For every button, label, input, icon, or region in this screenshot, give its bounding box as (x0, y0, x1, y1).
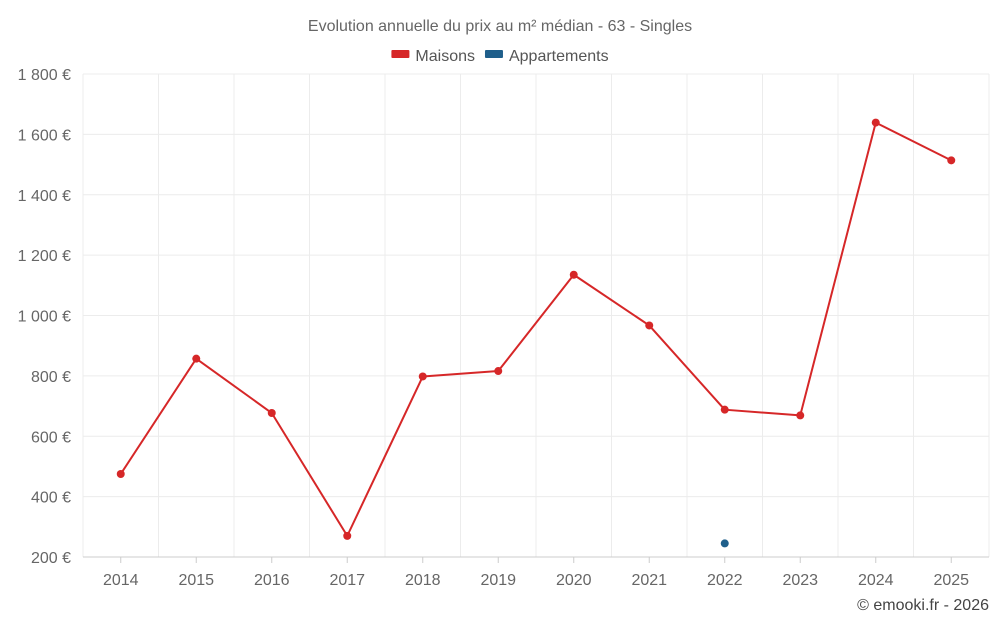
data-point[interactable] (267, 409, 276, 418)
x-tick-label: 2015 (178, 572, 214, 589)
x-tick-label: 2018 (405, 572, 441, 589)
data-point[interactable] (720, 405, 729, 414)
y-tick-label: 1 800 € (18, 67, 71, 84)
y-tick-label: 1 200 € (18, 248, 71, 265)
data-point[interactable] (343, 531, 352, 540)
data-point[interactable] (418, 372, 427, 381)
data-point[interactable] (116, 469, 125, 478)
x-tick-label: 2024 (858, 572, 894, 589)
y-tick-label: 200 € (31, 550, 71, 567)
x-tick-label: 2019 (480, 572, 516, 589)
x-tick-label: 2014 (103, 572, 139, 589)
legend-item-appartements[interactable]: Appartements (484, 48, 609, 65)
legend-item-maisons[interactable]: Maisons (391, 48, 475, 65)
data-point[interactable] (871, 118, 880, 127)
data-point[interactable] (569, 270, 578, 279)
legend[interactable]: Maisons Appartements (391, 48, 609, 65)
x-tick-label: 2016 (254, 572, 290, 589)
series-appartements (720, 539, 729, 548)
legend-label: Appartements (509, 48, 609, 65)
legend-swatch (391, 50, 410, 58)
data-point[interactable] (192, 354, 201, 363)
axes (83, 556, 989, 563)
series (116, 118, 956, 548)
data-point[interactable] (720, 539, 729, 548)
y-tick-label: 600 € (31, 429, 71, 446)
grid-lines (82, 73, 990, 557)
legend-label: Maisons (415, 48, 475, 65)
legend-swatch (484, 50, 503, 58)
credit-text: © emooki.fr - 2026 (857, 597, 989, 614)
series-maisons (116, 118, 956, 540)
x-tick-labels: 2014 2015 2016 2017 2018 2019 2020 2021 2022 2023… (103, 572, 969, 589)
x-tick-label: 2025 (933, 572, 969, 589)
x-tick-label: 2017 (329, 572, 365, 589)
y-tick-label: 800 € (31, 369, 71, 386)
y-tick-label: 400 € (31, 490, 71, 507)
y-tick-labels: 200 € 400 € 600 € 800 € 1 000 € 1 200 € 1 400 … (18, 67, 71, 567)
data-point[interactable] (947, 156, 956, 165)
data-point[interactable] (645, 321, 654, 330)
series-line-maisons (119, 121, 952, 537)
x-tick-label: 2021 (631, 572, 667, 589)
x-tick-label: 2023 (782, 572, 818, 589)
y-tick-label: 1 600 € (18, 127, 71, 144)
data-point[interactable] (796, 411, 805, 420)
chart-title: Evolution annuelle du prix au m² médian … (308, 18, 692, 35)
x-tick-label: 2022 (707, 572, 743, 589)
x-tick-label: 2020 (556, 572, 592, 589)
y-tick-label: 1 400 € (18, 188, 71, 205)
data-point[interactable] (494, 367, 503, 376)
y-tick-label: 1 000 € (18, 309, 71, 326)
